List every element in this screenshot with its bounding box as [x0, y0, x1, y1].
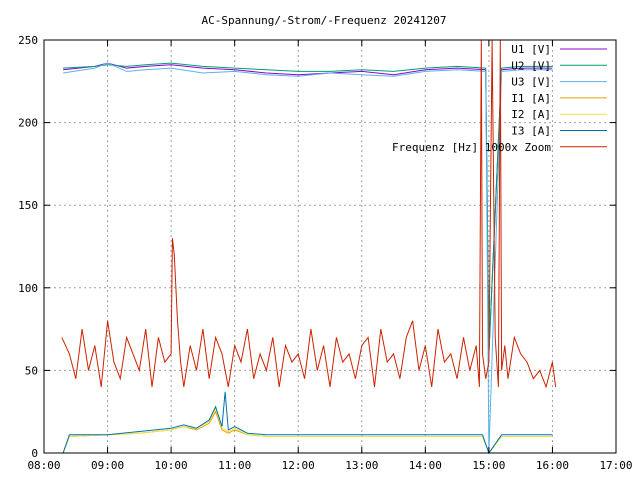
plot-frame: [43, 39, 617, 454]
x-tick-label: 14:00: [409, 459, 442, 472]
chart-title: AC-Spannung/-Strom/-Frequenz 20241207: [201, 14, 446, 27]
x-tick-label: 16:00: [536, 459, 569, 472]
legend-label: U1 [V]: [511, 43, 551, 56]
x-tick-label: 08:00: [27, 459, 60, 472]
y-tick-label: 150: [18, 199, 38, 212]
x-tick-label: 11:00: [218, 459, 251, 472]
axes: 0 50 100 150 200 250 08:00 09:00 10:00 11:00 12:00…: [18, 34, 632, 472]
legend-label: U2 [V]: [511, 59, 551, 72]
grid: [44, 40, 616, 453]
series-line-0: [63, 62, 553, 354]
legend: U1 [V] U2 [V] U3 [V] I1 [A] I2 [A] I3 [A] Freq…: [392, 43, 607, 154]
y-tick-label: 250: [18, 34, 38, 47]
y-tick-label: 100: [18, 282, 38, 295]
legend-label: I1 [A]: [511, 92, 551, 105]
series-line-1: [63, 62, 553, 354]
series-line-2: [63, 62, 553, 454]
series-line-6: [61, 39, 557, 389]
y-tick-label: 200: [18, 117, 38, 130]
x-tick-label: 10:00: [155, 459, 188, 472]
legend-label: I3 [A]: [511, 125, 551, 138]
series-line-3: [62, 410, 553, 455]
legend-label: Frequenz [Hz] 1000x Zoom: [392, 141, 551, 154]
y-tick-label: 0: [31, 447, 38, 460]
x-tick-label: 13:00: [345, 459, 378, 472]
series-layer: [61, 39, 557, 455]
y-tick-label: 50: [25, 364, 38, 377]
x-tick-label: 12:00: [282, 459, 315, 472]
x-tick-label: 15:00: [472, 459, 505, 472]
series-line-5: [62, 391, 553, 455]
x-tick-label: 17:00: [599, 459, 632, 472]
series-line-4: [62, 407, 553, 455]
legend-label: I2 [A]: [511, 108, 551, 121]
x-tick-label: 09:00: [91, 459, 124, 472]
legend-label: U3 [V]: [511, 76, 551, 89]
